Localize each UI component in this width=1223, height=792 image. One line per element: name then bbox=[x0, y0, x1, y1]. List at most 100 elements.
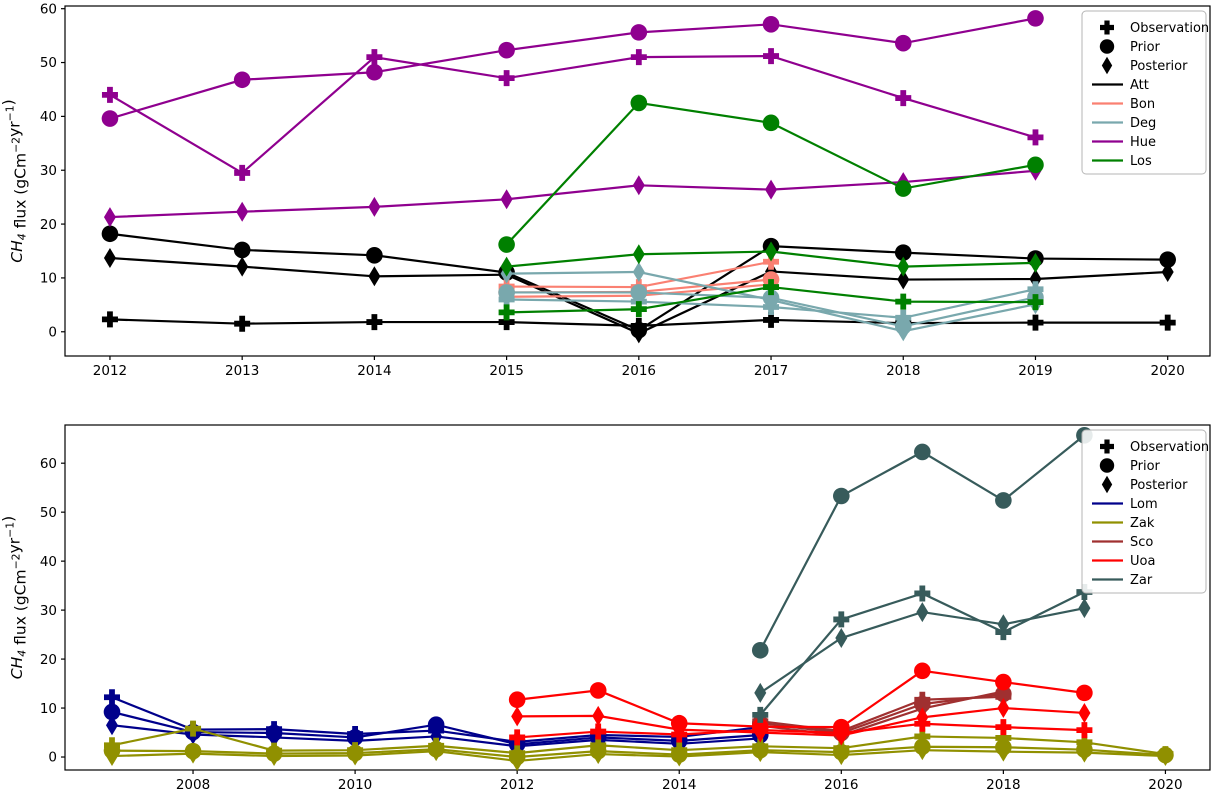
plus-icon bbox=[103, 689, 120, 706]
diamond-icon bbox=[368, 196, 381, 217]
diamond-icon bbox=[1078, 742, 1091, 763]
y-tick-label: 60 bbox=[40, 1, 57, 17]
diamond-icon bbox=[754, 742, 767, 763]
circle-icon bbox=[894, 34, 912, 52]
plus-icon bbox=[895, 309, 912, 326]
plus-icon bbox=[914, 728, 931, 745]
legend-item-bon: Bon bbox=[1092, 97, 1155, 112]
y-axis: 0 10 20 30 40 50 60 bbox=[40, 456, 65, 766]
plus-icon bbox=[498, 314, 515, 331]
diamond-icon bbox=[105, 715, 118, 736]
legend-label: Deg bbox=[1130, 116, 1156, 131]
diamond-icon bbox=[632, 175, 645, 196]
x-tick-label: 2019 bbox=[1018, 363, 1052, 379]
legend-box bbox=[1081, 10, 1207, 175]
plus-icon bbox=[895, 293, 912, 310]
diamond-icon bbox=[916, 707, 929, 728]
circle-icon bbox=[103, 703, 121, 721]
legend-label: Observation bbox=[1130, 21, 1209, 36]
x-tick-label: 2018 bbox=[986, 777, 1020, 792]
circle-icon bbox=[914, 662, 931, 680]
x-tick-label: 2016 bbox=[622, 363, 656, 379]
x-tick-label: 2016 bbox=[824, 777, 858, 792]
diamond-icon bbox=[997, 614, 1010, 635]
y-tick-label: 40 bbox=[40, 554, 57, 570]
series-Los-prior bbox=[498, 94, 1044, 253]
circle-icon bbox=[1099, 458, 1115, 473]
diamond-icon bbox=[500, 256, 513, 277]
legend-label: Prior bbox=[1130, 40, 1161, 55]
legend-label: Lom bbox=[1130, 497, 1158, 512]
diamond-icon bbox=[105, 746, 118, 767]
diamond-icon bbox=[1101, 56, 1113, 75]
plus-icon bbox=[1076, 722, 1093, 739]
diamond-icon bbox=[592, 705, 605, 726]
x-tick-label: 2008 bbox=[176, 777, 210, 792]
legend-item-observation: Observation bbox=[1100, 439, 1209, 455]
legend-item-uoa: Uoa bbox=[1092, 554, 1155, 569]
circle-icon bbox=[832, 487, 850, 505]
Hue-posterior-line bbox=[109, 169, 1036, 219]
diamond-icon bbox=[835, 628, 848, 649]
y-axis-label: CH4 flux (gCm−2yr−1) bbox=[0, 99, 30, 262]
x-tick-label: 2014 bbox=[357, 363, 391, 379]
y-tick-label: 40 bbox=[40, 109, 57, 125]
diamond-icon bbox=[1159, 746, 1172, 767]
legend-label: Zak bbox=[1130, 516, 1155, 531]
plus-icon bbox=[752, 706, 769, 723]
plus-icon bbox=[101, 86, 118, 103]
legend-item-posterior: Posterior bbox=[1101, 56, 1188, 75]
x-axis: 2012 2013 2014 2015 2016 2017 2018 2019 2020 bbox=[93, 356, 1185, 379]
series-Hue-prior bbox=[101, 10, 1044, 127]
legend-item-los: Los bbox=[1092, 154, 1152, 169]
diamond-icon bbox=[511, 706, 524, 727]
Uoa-prior-line bbox=[517, 669, 1085, 729]
legend-label: Prior bbox=[1130, 459, 1161, 474]
y-tick-label: 0 bbox=[48, 750, 57, 766]
circle-icon bbox=[995, 673, 1012, 691]
plus-icon bbox=[366, 49, 383, 66]
circle-icon bbox=[630, 24, 648, 41]
legend-label: Bon bbox=[1130, 97, 1155, 112]
circle-icon bbox=[233, 71, 251, 89]
plus-icon bbox=[630, 49, 647, 66]
y-tick-label: 10 bbox=[40, 271, 57, 287]
y-tick-label: 20 bbox=[40, 217, 57, 233]
circle-icon bbox=[233, 241, 251, 259]
diamond-icon bbox=[916, 740, 929, 761]
series-Hue-posterior bbox=[103, 160, 1042, 228]
x-tick-label: 2015 bbox=[489, 363, 523, 379]
y-axis: 0 10 20 30 40 50 60 bbox=[40, 1, 65, 340]
series-Zar-posterior bbox=[754, 598, 1091, 703]
x-axis: 2008 2010 2012 2014 2016 2018 2020 bbox=[176, 770, 1183, 792]
Hue-prior-line bbox=[109, 17, 1036, 120]
diamond-icon bbox=[511, 750, 524, 771]
diamond-icon bbox=[997, 698, 1010, 719]
plus-icon bbox=[101, 311, 118, 328]
top-chart: 2012 2013 2014 2015 2016 2017 2018 2019 2020 0 10 2… bbox=[0, 1, 1211, 379]
legend-label: Hue bbox=[1130, 135, 1156, 150]
circle-icon bbox=[995, 492, 1012, 509]
y-tick-label: 20 bbox=[40, 652, 57, 668]
legend-label: Observation bbox=[1130, 440, 1209, 455]
legend-label: Uoa bbox=[1130, 554, 1155, 569]
plus-icon bbox=[914, 585, 931, 602]
circle-icon bbox=[1027, 156, 1044, 174]
diamond-icon bbox=[1029, 252, 1042, 273]
y-tick-label: 50 bbox=[40, 505, 57, 521]
circle-icon bbox=[498, 41, 515, 59]
plus-icon bbox=[1159, 314, 1176, 331]
series-Los-observation bbox=[498, 279, 1044, 321]
diamond-icon bbox=[673, 719, 686, 740]
x-tick-label: 2012 bbox=[500, 777, 534, 792]
circle-icon bbox=[762, 16, 780, 33]
circle-icon bbox=[762, 114, 780, 132]
legend: Observation Prior Posterior Att Bon Deg Hue Los bbox=[1081, 10, 1209, 175]
bottom-chart: 2008 2010 2012 2014 2016 2018 2020 0 10 20 30 40 50 6… bbox=[0, 424, 1211, 792]
series-Uoa-posterior bbox=[511, 698, 1091, 746]
legend-item-att: Att bbox=[1092, 78, 1149, 93]
circle-icon bbox=[366, 63, 383, 81]
x-tick-label: 2017 bbox=[754, 363, 788, 379]
Uoa-observation-line bbox=[517, 722, 1085, 739]
